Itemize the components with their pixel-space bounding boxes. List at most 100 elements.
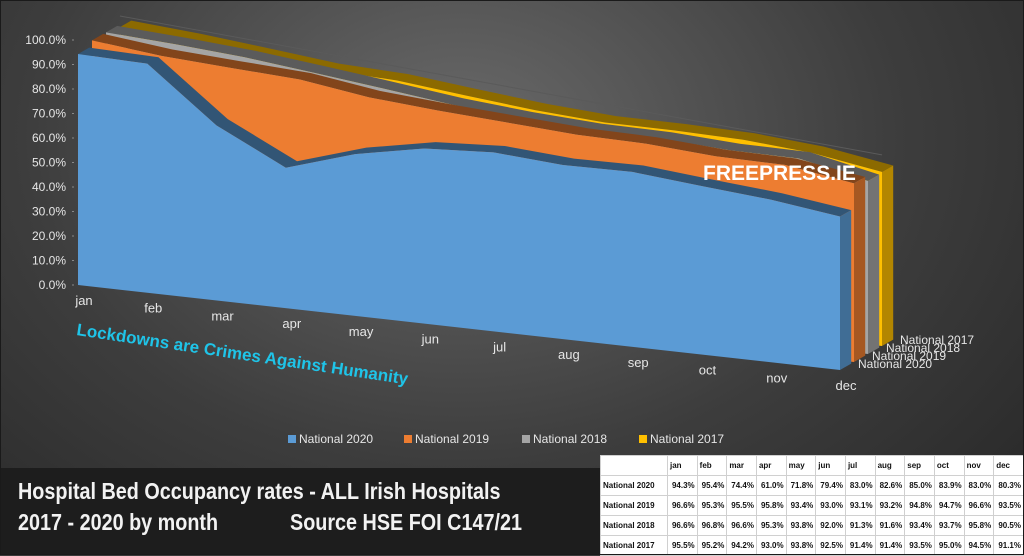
table-cell: 94.8% [904,495,935,516]
table-cell: 96.6% [667,495,698,516]
y-tick-label: 50.0% [32,156,66,170]
caption-bar [0,468,600,555]
table-col-header: jun [815,455,846,476]
table-col-header: sep [904,455,935,476]
table-col-header: mar [726,455,757,476]
series-top-0 [78,47,852,217]
table-row: National 2019 96.6% 95.3% 95.5% 95.8% 93.4% 93… [600,495,1024,516]
table-col-header: nov [963,455,995,476]
x-tick-label: apr [282,316,301,331]
table-cell: 80.3% [993,475,1024,496]
table-cell: 85.0% [904,475,935,496]
y-tick-label: 30.0% [32,205,66,219]
table-col-header: oct [933,455,965,476]
watermark-text: FREEPRESS.IE [703,162,856,185]
y-tick-label: 100.0% [25,33,66,47]
series-axis-label: National 2017 [900,333,974,347]
table-cell: 95.8% [963,515,995,536]
table-cell: 95.2% [696,535,728,556]
legend-label: National 2020 [299,432,373,446]
table-cell: 61.0% [755,475,787,496]
legend-swatch [288,435,296,443]
table-cell: 95.5% [726,495,757,516]
table-col-header: aug [874,455,906,476]
table-cell: 95.0% [933,535,965,556]
table-row: National 2020 94.3% 95.4% 74.4% 61.0% 71.8% 79… [600,475,1024,496]
table-cell: 96.6% [667,515,698,536]
table-cell: 92.5% [815,535,846,556]
legend-label: National 2019 [415,432,489,446]
y-tick-label: 0.0% [39,278,67,292]
x-tick-label: oct [699,363,717,378]
y-tick-label: 80.0% [32,82,66,96]
table-row: National 2017 95.5% 95.2% 94.2% 93.0% 93.8% 92… [600,535,1024,556]
table-cell: 93.1% [844,495,876,516]
series-top-1 [92,33,866,184]
table-row-label: National 2020 [600,475,668,496]
legend-label: National 2018 [533,432,607,446]
y-tick-label: 40.0% [32,180,66,194]
x-tick-label: jun [421,332,439,347]
caption-years: 2017 - 2020 by month [18,509,219,535]
table-cell: 96.6% [963,495,995,516]
x-tick-label: feb [144,301,162,316]
series-side-0 [840,210,852,370]
x-tick-label: dec [836,378,857,393]
series-axis-label: National 2019 [872,349,946,363]
table-cell: 82.6% [874,475,906,496]
table-cell: 93.5% [904,535,935,556]
x-tick-label: nov [766,370,787,385]
table-cell: 96.6% [726,515,757,536]
y-tick-label: 10.0% [32,254,66,268]
table-cell: 79.4% [815,475,846,496]
table-cell: 91.4% [874,535,906,556]
table-cell: 94.7% [933,495,965,516]
table-row-label: National 2019 [600,495,668,516]
table-header-row: jan feb mar apr may jun jul aug sep oct nov dec [600,455,1024,476]
legend-label: National 2017 [650,432,724,446]
table-cell: 83.0% [844,475,876,496]
table-row-label: National 2017 [600,535,668,556]
table-cell: 95.4% [696,475,728,496]
table-cell: 95.3% [755,515,787,536]
table-corner [600,455,668,476]
table-cell: 93.2% [874,495,906,516]
series-side-3 [882,165,894,346]
table-row-label: National 2018 [600,515,668,536]
table-cell: 91.4% [844,535,876,556]
series-area-0 [78,53,840,371]
series-top-3 [120,20,894,172]
series-top-2 [106,25,880,182]
table-col-header: may [785,455,817,476]
table-cell: 93.5% [993,495,1024,516]
legend-swatch [639,435,647,443]
table-cell: 95.3% [696,495,728,516]
table-cell: 90.5% [993,515,1024,536]
y-tick-label: 90.0% [32,58,66,72]
table-cell: 93.4% [904,515,935,536]
table-cell: 95.8% [755,495,787,516]
series-side-2 [868,174,880,354]
table-cell: 93.8% [785,535,817,556]
table-cell: 71.8% [785,475,817,496]
table-cell: 91.1% [993,535,1024,556]
table-col-header: feb [696,455,728,476]
series-side-1 [854,176,866,362]
y-tick-label: 60.0% [32,131,66,145]
y-tick-label: 20.0% [32,229,66,243]
caption-source: Source HSE FOI C147/21 [290,509,522,535]
table-cell: 94.5% [963,535,995,556]
table-cell: 93.7% [933,515,965,536]
x-tick-label: sep [628,355,649,370]
table-cell: 96.8% [696,515,728,536]
table-cell: 95.5% [667,535,698,556]
y-tick-label: 70.0% [32,107,66,121]
caption-title: Hospital Bed Occupancy rates - ALL Irish… [18,478,501,504]
legend-swatch [522,435,530,443]
table-cell: 94.3% [667,475,698,496]
table-cell: 93.0% [755,535,787,556]
table-cell: 93.0% [815,495,846,516]
table-cell: 93.4% [785,495,817,516]
table-col-header: apr [755,455,787,476]
